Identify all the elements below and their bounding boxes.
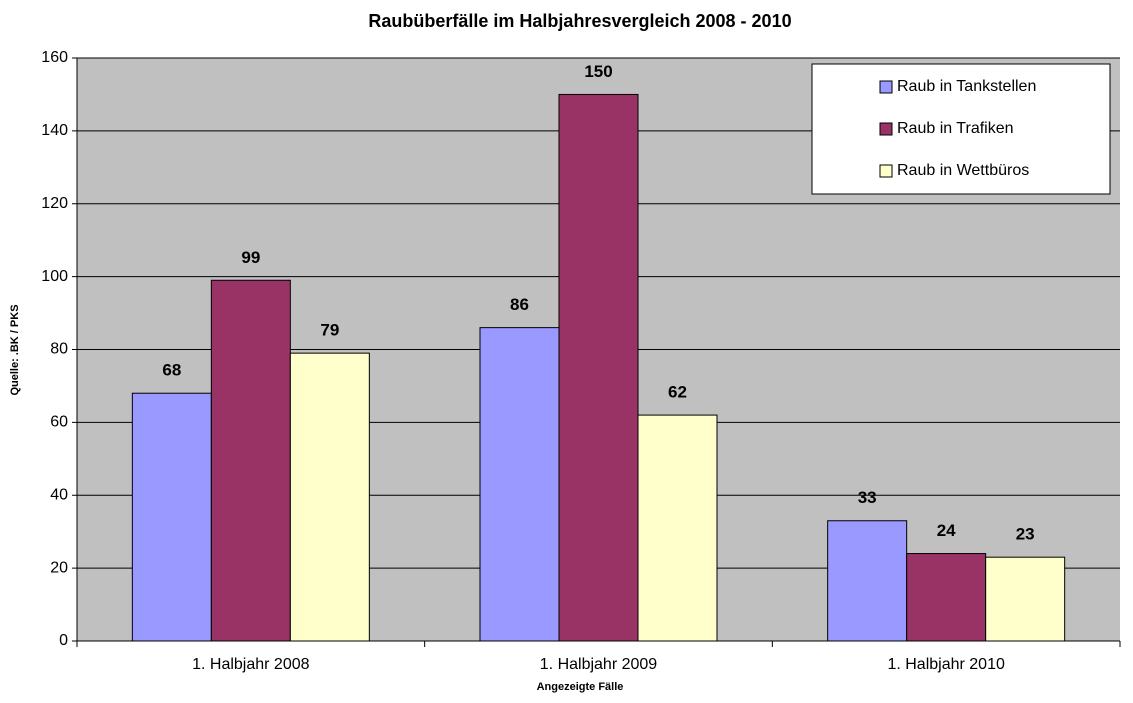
bar bbox=[131, 392, 212, 642]
legend-label: Raub in Trafiken bbox=[897, 120, 1014, 137]
value-label: 68 bbox=[162, 361, 181, 380]
value-label: 99 bbox=[241, 248, 260, 267]
y-tick-label: 20 bbox=[50, 559, 68, 576]
value-label: 86 bbox=[510, 295, 529, 314]
y-tick-label: 40 bbox=[50, 486, 68, 503]
legend-box bbox=[811, 63, 1111, 195]
value-label: 23 bbox=[1016, 525, 1035, 544]
y-tick-label: 100 bbox=[41, 268, 68, 285]
y-tick-label: 0 bbox=[59, 632, 68, 649]
value-label: 24 bbox=[937, 521, 956, 540]
x-axis-label: Angezeigte Fälle bbox=[537, 681, 624, 693]
bar bbox=[637, 414, 718, 642]
value-label: 150 bbox=[584, 62, 612, 81]
chart-title: Raubüberfälle im Halbjahresvergleich 200… bbox=[368, 11, 791, 31]
y-tick-label: 140 bbox=[41, 122, 68, 139]
legend-swatch bbox=[879, 80, 893, 94]
y-tick-label: 60 bbox=[50, 414, 68, 431]
legend-label: Raub in Tankstellen bbox=[897, 78, 1036, 95]
x-tick-label: 1. Halbjahr 2010 bbox=[887, 656, 1005, 673]
x-tick-label: 1. Halbjahr 2009 bbox=[540, 656, 658, 673]
y-tick-label: 120 bbox=[41, 195, 68, 212]
x-tick-label: 1. Halbjahr 2008 bbox=[192, 656, 310, 673]
value-label: 79 bbox=[320, 321, 339, 340]
value-label: 33 bbox=[858, 488, 877, 507]
bar bbox=[985, 556, 1066, 642]
y-tick-label: 80 bbox=[50, 341, 68, 358]
legend-swatch bbox=[879, 122, 893, 136]
bar bbox=[479, 327, 560, 642]
legend-swatch bbox=[879, 164, 893, 178]
bar bbox=[558, 93, 639, 642]
y-tick-label: 160 bbox=[41, 49, 68, 66]
value-label: 62 bbox=[668, 383, 687, 402]
legend-label: Raub in Wettbüros bbox=[897, 162, 1029, 179]
bar bbox=[906, 553, 987, 642]
bar bbox=[210, 279, 291, 642]
y-axis-label: Quelle: .BK / PKS bbox=[9, 304, 21, 395]
bar bbox=[289, 352, 370, 642]
bar bbox=[827, 520, 908, 642]
